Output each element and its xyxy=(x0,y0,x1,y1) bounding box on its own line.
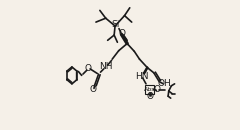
Text: O: O xyxy=(146,92,153,101)
Text: Abs: Abs xyxy=(144,87,155,92)
FancyBboxPatch shape xyxy=(145,85,155,94)
Text: O: O xyxy=(85,64,92,73)
Text: NH: NH xyxy=(100,62,113,71)
Text: O: O xyxy=(154,85,161,94)
Text: OH: OH xyxy=(157,79,171,88)
Text: Si: Si xyxy=(112,20,120,29)
Text: O: O xyxy=(90,85,97,94)
Text: HN: HN xyxy=(135,72,148,81)
Text: O: O xyxy=(119,29,126,38)
